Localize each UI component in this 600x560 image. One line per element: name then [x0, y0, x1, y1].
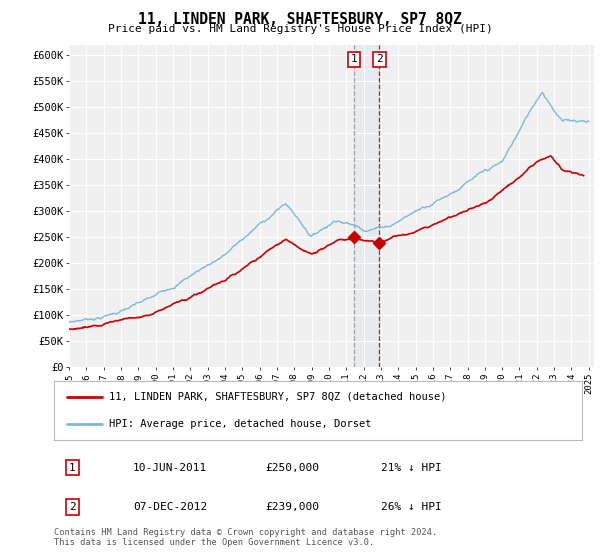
Text: 1: 1 [69, 463, 76, 473]
Text: 07-DEC-2012: 07-DEC-2012 [133, 502, 208, 512]
Text: Price paid vs. HM Land Registry's House Price Index (HPI): Price paid vs. HM Land Registry's House … [107, 24, 493, 34]
Text: £250,000: £250,000 [265, 463, 319, 473]
Text: 26% ↓ HPI: 26% ↓ HPI [382, 502, 442, 512]
Text: 2: 2 [376, 54, 383, 64]
Text: HPI: Average price, detached house, Dorset: HPI: Average price, detached house, Dors… [109, 419, 372, 429]
Bar [354, 45, 379, 367]
Text: £239,000: £239,000 [265, 502, 319, 512]
Text: Contains HM Land Registry data © Crown copyright and database right 2024.
This d: Contains HM Land Registry data © Crown c… [54, 528, 437, 547]
Text: 11, LINDEN PARK, SHAFTESBURY, SP7 8QZ: 11, LINDEN PARK, SHAFTESBURY, SP7 8QZ [138, 12, 462, 27]
Text: 2: 2 [69, 502, 76, 512]
Text: 21% ↓ HPI: 21% ↓ HPI [382, 463, 442, 473]
Text: 11, LINDEN PARK, SHAFTESBURY, SP7 8QZ (detached house): 11, LINDEN PARK, SHAFTESBURY, SP7 8QZ (d… [109, 391, 447, 402]
Text: 10-JUN-2011: 10-JUN-2011 [133, 463, 208, 473]
Text: 1: 1 [350, 54, 357, 64]
